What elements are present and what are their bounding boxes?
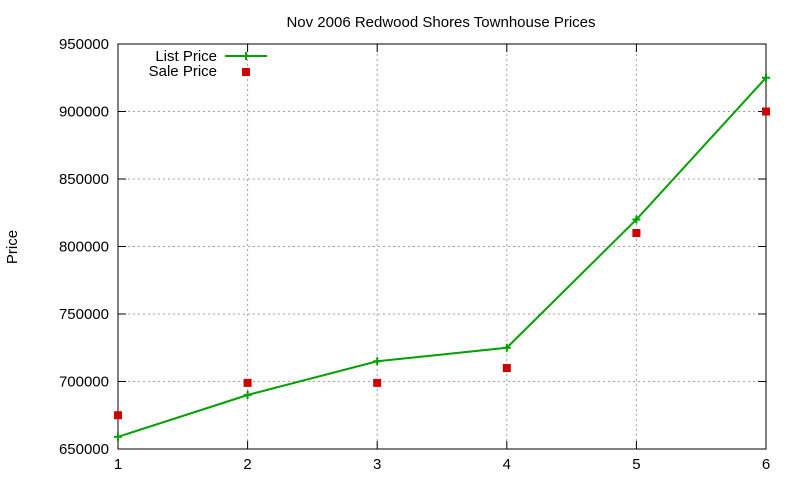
x-tick-label: 6	[762, 456, 770, 473]
x-tick-label: 1	[114, 456, 122, 473]
x-tick-label: 5	[632, 456, 640, 473]
list-price-point	[632, 215, 641, 224]
grid	[118, 44, 766, 449]
list-price-line	[117, 77, 767, 438]
legend-swatch-sale-square	[242, 68, 250, 76]
x-tick-label: 4	[503, 456, 511, 473]
x-tick-label: 3	[373, 456, 381, 473]
sale-price-point	[114, 411, 122, 420]
legend-label-list-price: List Price	[155, 48, 217, 65]
x-tick-label: 2	[243, 456, 251, 473]
axis-ticks: 650000 700000 750000 800000 850000 900000 9500…	[59, 36, 770, 473]
y-tick-label: 850000	[59, 171, 109, 188]
list-price-point	[502, 343, 511, 352]
list-price-point	[114, 432, 122, 441]
sale-price-point	[502, 364, 511, 372]
y-tick-label: 700000	[59, 374, 109, 391]
chart-title: Nov 2006 Redwood Shores Townhouse Prices	[286, 14, 595, 31]
y-tick-label: 950000	[59, 36, 109, 53]
sale-price-point	[373, 378, 382, 387]
list-price-point	[243, 391, 252, 399]
y-tick-label: 900000	[59, 104, 109, 121]
y-tick-label: 650000	[59, 441, 109, 458]
sale-price-point	[762, 107, 770, 116]
y-tick-label: 800000	[59, 239, 109, 256]
legend-label-sale-price: Sale Price	[149, 63, 217, 80]
sale-price-point	[632, 229, 641, 237]
list-price-point	[373, 357, 382, 366]
y-tick-label: 750000	[59, 306, 109, 323]
list-price-point	[762, 73, 770, 82]
y-axis-label: Price	[4, 230, 21, 264]
series	[114, 73, 770, 441]
sale-price-point	[243, 378, 252, 387]
